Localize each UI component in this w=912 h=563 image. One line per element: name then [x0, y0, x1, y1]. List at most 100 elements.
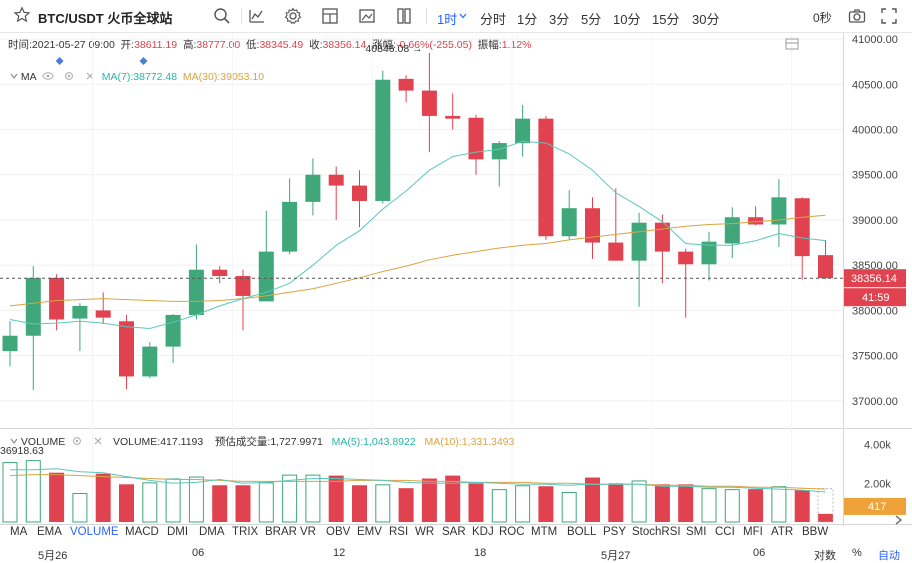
fullscreen-icon[interactable]: [879, 6, 899, 26]
countdown-tag: [844, 288, 906, 307]
indicator-tab-dmi[interactable]: DMI: [167, 526, 189, 538]
settings-gear-icon[interactable]: [71, 436, 83, 446]
date-axis: 5月26 06 12 18 5月27 06: [0, 545, 912, 563]
indicator-tab-kdj[interactable]: KDJ: [472, 526, 494, 538]
volume-ma5: MA(5):1,043.8922: [331, 436, 416, 448]
volume-bar-down: [212, 485, 228, 522]
favorite-star-icon[interactable]: [13, 6, 31, 24]
search-icon[interactable]: [212, 6, 232, 26]
percent-scale-toggle[interactable]: %: [852, 547, 862, 559]
volume-bar-up: [724, 489, 740, 523]
volume-bar-down: [398, 488, 414, 522]
volume-bar-down: [748, 489, 764, 522]
candle-down: [49, 277, 65, 320]
indicator-tab-brar[interactable]: BRAR: [265, 526, 297, 538]
price-chart[interactable]: 40846.08 → 36918.63 37000.00 37500.00 38000…: [0, 0, 912, 526]
candle-up: [561, 208, 577, 237]
indicator-tab-dma[interactable]: DMA: [199, 526, 225, 538]
indicator-tab-stochrsi[interactable]: StochRSI: [632, 526, 681, 538]
price-tick-label: 39500.00: [852, 170, 898, 182]
indicator-tab-emv[interactable]: EMV: [357, 526, 382, 538]
candle-up: [771, 197, 787, 225]
image-snapshot-icon[interactable]: [357, 6, 377, 26]
indicator-tab-bbw[interactable]: BBW: [802, 526, 829, 538]
close-icon[interactable]: [84, 71, 96, 81]
split-view-icon[interactable]: [394, 6, 414, 26]
interval-1m[interactable]: 1分: [517, 12, 538, 27]
interval-15m[interactable]: 15分: [652, 12, 680, 27]
volume-tick-label: 2.00k: [864, 478, 891, 490]
interval-30m[interactable]: 30分: [692, 12, 720, 27]
indicator-tab-ema[interactable]: EMA: [37, 526, 62, 538]
candle-up: [305, 174, 321, 202]
volume-bar-up: [258, 482, 274, 523]
settings-gear-icon[interactable]: [283, 6, 303, 26]
indicator-tab-macd[interactable]: MACD: [125, 526, 159, 538]
volume-value: VOLUME:417.1193: [112, 436, 204, 448]
candle-down: [398, 78, 414, 91]
volume-bar-down: [818, 513, 833, 522]
toolbar-divider: [241, 8, 242, 24]
eye-icon[interactable]: [42, 71, 54, 81]
volume-bar-up: [165, 478, 181, 523]
interval-3m[interactable]: 3分: [549, 12, 570, 27]
time-label: 时间:: [8, 39, 32, 51]
price-tick-label: 39000.00: [852, 215, 898, 227]
chevron-down-icon[interactable]: [459, 13, 467, 19]
indicator-tab-smi[interactable]: SMI: [686, 526, 707, 538]
indicator-tab-cci[interactable]: CCI: [715, 526, 735, 538]
chart-type-icon[interactable]: [247, 6, 267, 26]
ma-indicator-name[interactable]: MA: [20, 71, 37, 83]
indicator-tab-sar[interactable]: SAR: [442, 526, 466, 538]
indicator-tab-volume[interactable]: VOLUME: [70, 526, 119, 538]
indicator-tab-psy[interactable]: PSY: [603, 526, 627, 538]
candle-up: [282, 201, 298, 252]
volume-indicator-name[interactable]: VOLUME: [20, 436, 66, 448]
log-scale-toggle[interactable]: 对数: [814, 550, 836, 562]
interval-timeline[interactable]: 分时: [480, 12, 507, 27]
close-value: 38356.14: [322, 39, 367, 51]
candle-down: [794, 198, 810, 257]
volume-bar-down: [49, 472, 65, 522]
settings-gear-icon[interactable]: [63, 71, 75, 81]
toolbar-divider: [426, 8, 427, 24]
change-label: 涨幅:: [372, 39, 397, 51]
interval-10m[interactable]: 10分: [613, 12, 641, 27]
volume-bar-down: [468, 483, 484, 522]
volume-bar-down: [235, 485, 251, 522]
indicator-tab-atr[interactable]: ATR: [771, 526, 794, 538]
indicator-tab-mtm[interactable]: MTM: [531, 526, 558, 538]
collapse-arrow-icon[interactable]: [10, 72, 18, 80]
indicator-tab-mfi[interactable]: MFI: [743, 526, 763, 538]
interval-1h[interactable]: 1时: [437, 12, 458, 27]
high-value: 38777.00: [196, 39, 241, 51]
candle-down: [95, 310, 111, 318]
ohlc-info: 时间:2021-05-27 09:00 开:38611.19 高:38777.0…: [8, 37, 531, 52]
indicator-tabs: MA EMA VOLUME MACD DMI DMA TRIX BRAR VR OBV EMV RSI…: [0, 526, 912, 544]
collapse-arrow-icon[interactable]: [10, 437, 18, 445]
scroll-right-arrow-icon[interactable]: [893, 514, 905, 526]
indicator-tab-rsi[interactable]: RSI: [389, 526, 409, 538]
layout-icon[interactable]: [320, 6, 340, 26]
ma30-value: MA(30):39053.10: [182, 71, 265, 83]
price-tick-label: 37500.00: [852, 351, 898, 363]
auto-scale-toggle[interactable]: 自动: [878, 550, 900, 562]
close-icon[interactable]: [92, 436, 104, 446]
interval-5m[interactable]: 5分: [581, 12, 602, 27]
change-value: -0.66%(-255.05): [396, 39, 472, 51]
indicator-tab-ma[interactable]: MA: [10, 526, 28, 538]
camera-icon[interactable]: [847, 6, 867, 26]
volume-legend: VOLUME VOLUME:417.1193 预估成交量:1,727.9971 …: [10, 434, 514, 449]
indicator-tab-trix[interactable]: TRIX: [232, 526, 259, 538]
indicator-tab-roc[interactable]: ROC: [499, 526, 525, 538]
indicator-tab-boll[interactable]: BOLL: [567, 526, 597, 538]
indicator-tab-wr[interactable]: WR: [415, 526, 435, 538]
indicator-tab-obv[interactable]: OBV: [326, 526, 351, 538]
symbol-title[interactable]: BTC/USDT 火币全球站: [38, 11, 173, 26]
indicator-tab-vr[interactable]: VR: [300, 526, 316, 538]
date-label: 12: [333, 547, 346, 559]
countdown-tag-label: 41:59: [862, 292, 890, 304]
volume-bar-up: [305, 474, 321, 523]
event-marker-icon: [139, 57, 148, 65]
date-label: 06: [192, 547, 205, 559]
